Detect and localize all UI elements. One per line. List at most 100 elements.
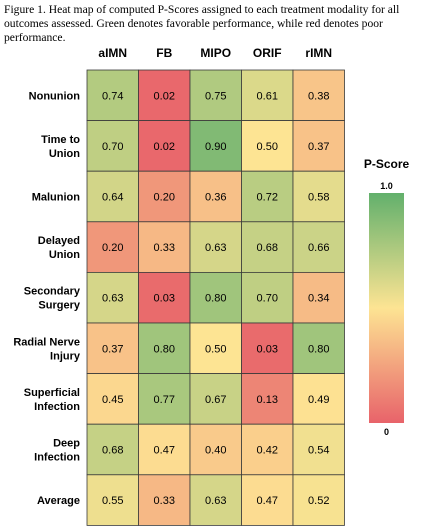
heatmap-cell [86, 271, 139, 324]
heatmap-cell [138, 221, 191, 273]
heatmap-cell [189, 423, 242, 476]
heatmap-cell [292, 271, 345, 324]
cell-value: 0.03 [257, 343, 278, 355]
cell-value: 0.02 [154, 90, 175, 102]
cell-value: 0.52 [308, 495, 329, 507]
heatmap-cell [241, 322, 294, 374]
heatmap-cell [292, 221, 345, 273]
cell-value: 0.49 [308, 394, 329, 406]
cell-value: 0.20 [102, 242, 123, 254]
cell-value: 0.47 [154, 445, 175, 457]
heatmap-cell [86, 474, 139, 526]
cell-value: 0.74 [102, 90, 123, 102]
heatmap-cell [138, 474, 191, 526]
cell-value: 0.20 [154, 192, 175, 204]
heatmap-cell [292, 69, 345, 121]
cell-value: 0.33 [154, 242, 175, 254]
cell-value: 0.75 [205, 90, 226, 102]
row-label: Secondary Surgery [24, 286, 81, 312]
cell-value: 0.63 [205, 495, 226, 507]
heatmap-cell [292, 120, 345, 172]
heatmap-cell [189, 322, 242, 374]
column-header-orif: ORIF [253, 46, 282, 60]
heatmap-cell [241, 373, 294, 425]
cell-value: 0.42 [257, 445, 278, 457]
row-label: Delayed Union [38, 235, 80, 261]
heatmap-cell [241, 120, 294, 172]
cell-value: 0.45 [102, 394, 123, 406]
cell-value: 0.70 [257, 293, 278, 305]
heatmap-cell [292, 474, 345, 526]
heatmap-cell [241, 221, 294, 273]
row-label: Time to Union [41, 134, 80, 160]
figure-caption: Figure 1. Heat map of computed P-Scores … [4, 3, 400, 44]
cell-value: 0.77 [154, 394, 175, 406]
cell-value: 0.37 [102, 343, 123, 355]
heatmap-cell [86, 221, 139, 273]
column-header-fb: FB [156, 46, 172, 60]
colorbar-legend: P-Score 1.0 0 [364, 157, 410, 437]
row-label: Deep Infection [34, 438, 80, 464]
colorbar-gradient [369, 193, 404, 423]
cell-value: 0.64 [102, 192, 123, 204]
row-label: Nonunion [29, 90, 81, 102]
row-label: Malunion [32, 192, 81, 204]
heatmap-cell [292, 322, 345, 374]
column-header-aimn: aIMN [98, 46, 127, 60]
cell-value: 0.02 [154, 141, 175, 153]
heatmap-cell [292, 423, 345, 476]
heatmap-cell [241, 474, 294, 526]
cell-value: 0.63 [102, 293, 123, 305]
cell-value: 0.80 [205, 293, 226, 305]
cell-value: 0.50 [205, 343, 226, 355]
cell-value: 0.54 [308, 445, 329, 457]
cell-value: 0.03 [154, 293, 175, 305]
cell-value: 0.50 [257, 141, 278, 153]
cell-value: 0.58 [308, 192, 329, 204]
heatmap-cell [189, 69, 242, 121]
cell-value: 0.33 [154, 495, 175, 507]
cell-value: 0.67 [205, 394, 226, 406]
cell-value: 0.80 [154, 343, 175, 355]
heatmap-cell [138, 322, 191, 374]
cell-value: 0.63 [205, 242, 226, 254]
cell-value: 0.61 [257, 90, 278, 102]
cell-value: 0.55 [102, 495, 123, 507]
heatmap-grid: aIMN FB MIPO ORIF rIMN Nonunion 0.74 0.02 0.75 0.… [13, 46, 345, 526]
heatmap-cell [138, 120, 191, 172]
heatmap-cell [189, 474, 242, 526]
heatmap-cell [241, 423, 294, 476]
column-header-rimn: rIMN [305, 46, 332, 60]
heatmap-cell [241, 69, 294, 121]
heatmap-cell [292, 170, 345, 223]
column-header-mipo: MIPO [200, 46, 231, 60]
heatmap-cell [86, 120, 139, 172]
heatmap-cell [138, 271, 191, 324]
heatmap-cell [241, 271, 294, 324]
cell-value: 0.90 [205, 141, 226, 153]
colorbar-min-label: 0 [384, 427, 389, 437]
cell-value: 0.38 [308, 90, 329, 102]
heatmap-cell [189, 221, 242, 273]
cell-value: 0.47 [257, 495, 278, 507]
cell-value: 0.80 [308, 343, 329, 355]
cell-value: 0.70 [102, 141, 123, 153]
heatmap-cell [86, 69, 139, 121]
cell-value: 0.13 [257, 394, 278, 406]
cell-value: 0.40 [205, 445, 226, 457]
heatmap-cell [86, 322, 139, 374]
cell-value: 0.66 [308, 242, 329, 254]
heatmap-cell [86, 170, 139, 223]
colorbar-title: P-Score [364, 157, 410, 171]
cell-value: 0.36 [205, 192, 226, 204]
row-label: Average [37, 495, 80, 507]
cell-value: 0.34 [308, 293, 329, 305]
cell-value: 0.37 [308, 141, 329, 153]
row-label: Superficial Infection [24, 387, 81, 413]
cell-value: 0.72 [257, 192, 278, 204]
heatmap-cell [189, 170, 242, 223]
colorbar-max-label: 1.0 [380, 181, 393, 191]
cell-value: 0.68 [257, 242, 278, 254]
heatmap-cell [292, 373, 345, 425]
